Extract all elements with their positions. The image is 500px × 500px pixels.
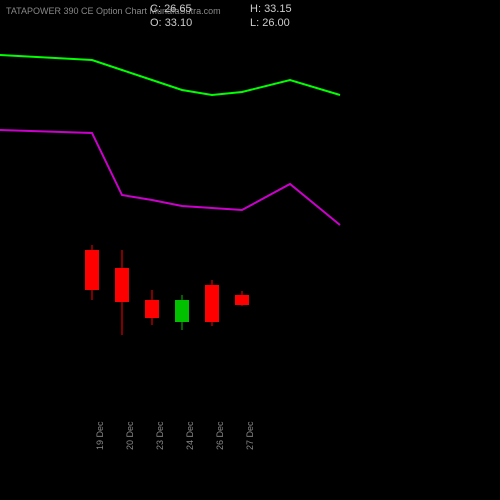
x-axis-labels: 19 Dec20 Dec23 Dec24 Dec26 Dec27 Dec bbox=[0, 420, 500, 490]
x-tick-label: 27 Dec bbox=[245, 421, 285, 450]
